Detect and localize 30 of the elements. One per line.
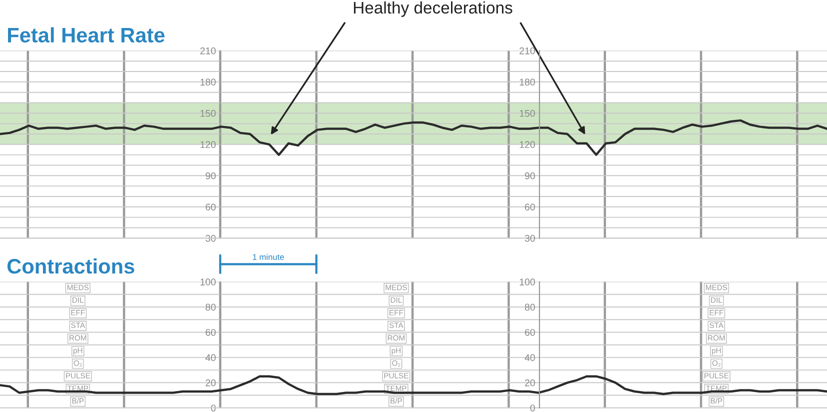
y2-tick-label: 210 [520, 47, 535, 54]
line-series [0, 375, 827, 396]
y-tick-label: 80 [206, 304, 216, 311]
y2-tick-label: 40 [524, 354, 535, 362]
y-tick-label: 60 [206, 204, 216, 211]
y2-tick-label: 180 [520, 78, 535, 86]
y2-tick-label: 90 [524, 172, 535, 180]
y2-tick-label: 60 [524, 328, 535, 336]
y2-tick-label: 0 [530, 404, 535, 412]
y-tick-label: 150 [200, 110, 216, 117]
y2-tick-label: 30 [524, 234, 535, 242]
y2-tick-label: 20 [524, 379, 535, 386]
y2-tick-label: 150 [520, 110, 535, 117]
chart-title: Contractions [7, 258, 134, 274]
y-tick-label: 100 [200, 278, 216, 286]
text: 1 minute [252, 254, 284, 260]
y-tick-label: 60 [206, 328, 216, 336]
chart-title: Fetal Heart Rate [8, 27, 165, 43]
y2-tick-label: 100 [520, 278, 535, 286]
line-series [0, 119, 827, 156]
y-tick-label: 20 [206, 379, 216, 386]
text: Healthy decelerations [354, 1, 512, 17]
y2-tick-label: 60 [524, 204, 535, 211]
y2-tick-label: 80 [524, 304, 535, 311]
y-tick-label: 90 [206, 172, 216, 180]
y-tick-label: 40 [205, 354, 216, 362]
y-tick-label: 180 [200, 78, 216, 86]
y-tick-label: 210 [200, 47, 216, 54]
y-tick-label: 120 [200, 141, 216, 148]
y2-tick-label: 120 [520, 141, 535, 148]
